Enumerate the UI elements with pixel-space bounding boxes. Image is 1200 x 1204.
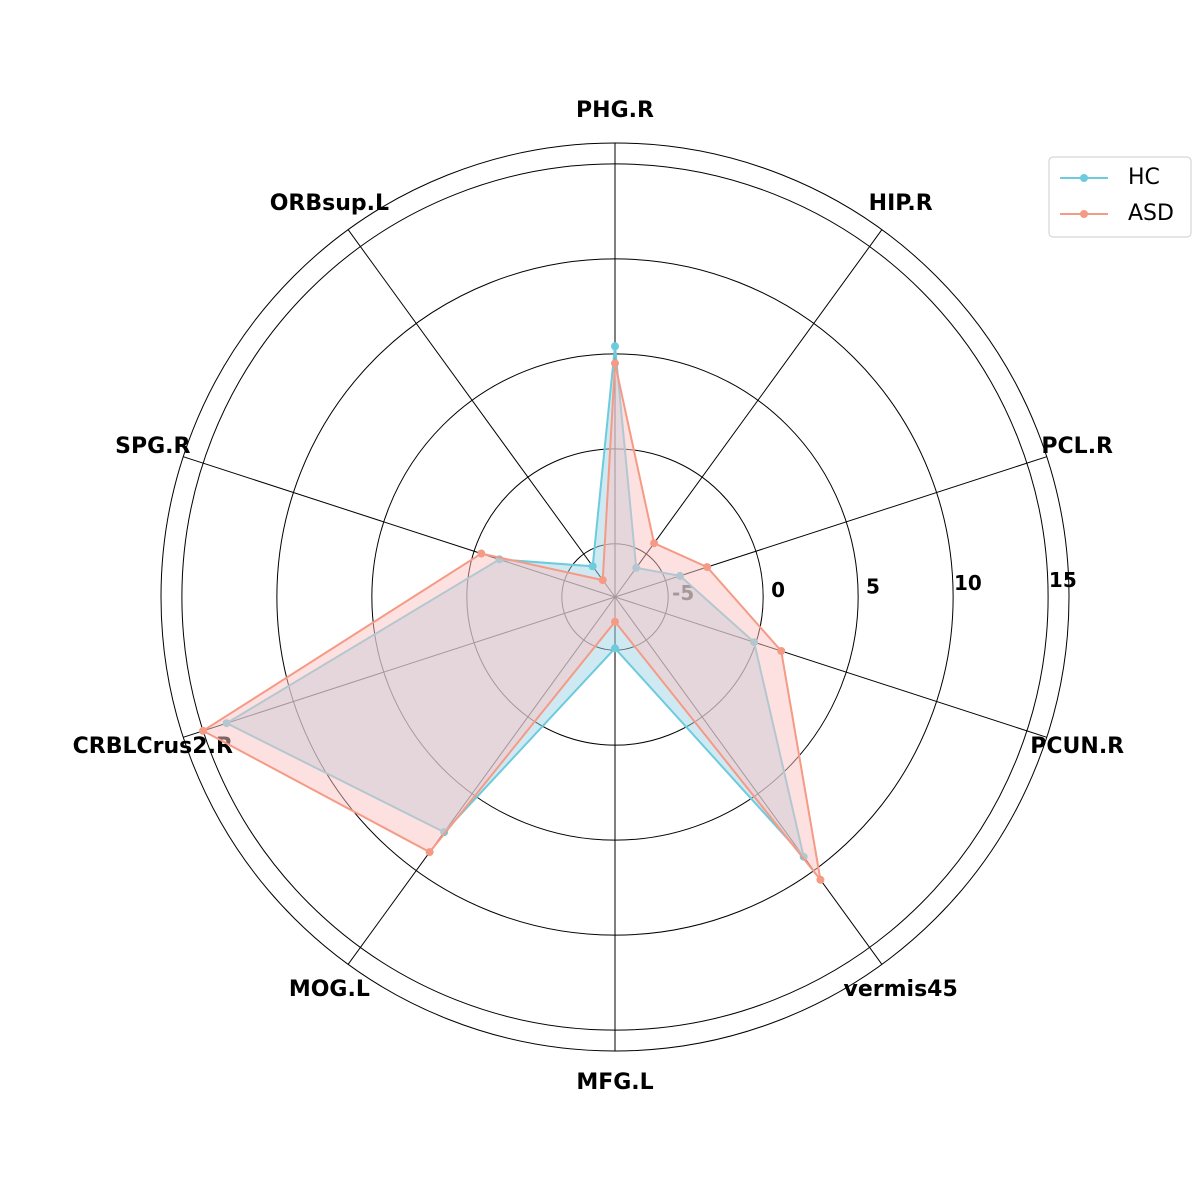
y-tick-label: 10 [954, 571, 982, 595]
legend-marker [1080, 174, 1088, 182]
series-area [201, 363, 822, 881]
category-label: ORBsup.L [270, 191, 389, 216]
category-label: PHG.R [576, 98, 654, 123]
spoke [614, 229, 883, 598]
category-label: HIP.R [869, 191, 933, 216]
category-label: MOG.L [289, 977, 370, 1002]
point [425, 848, 434, 857]
legend-label: HC [1128, 165, 1160, 190]
category-label: PCUN.R [1030, 734, 1124, 759]
y-tick-label: 15 [1049, 568, 1077, 592]
point [703, 563, 712, 572]
point [477, 549, 486, 558]
point [777, 647, 786, 656]
point [588, 562, 597, 571]
category-label: CRBLCrus2.R [73, 734, 233, 759]
y-tick-label: 0 [771, 578, 785, 602]
y-tick-label: 5 [866, 574, 880, 598]
point [611, 644, 619, 653]
point [816, 875, 825, 884]
legend-marker [1080, 210, 1088, 218]
legend: HC ASD [1048, 156, 1192, 238]
legend-label: ASD [1128, 201, 1174, 226]
point [611, 342, 619, 351]
point [611, 359, 619, 368]
point [199, 726, 208, 735]
category-label: PCL.R [1041, 434, 1113, 459]
category-label: SPG.R [115, 434, 190, 459]
point [611, 617, 619, 626]
category-label: vermis45 [844, 977, 958, 1002]
point [650, 539, 659, 548]
point [598, 576, 607, 585]
category-label: MFG.L [576, 1070, 653, 1095]
spoke [347, 229, 616, 598]
